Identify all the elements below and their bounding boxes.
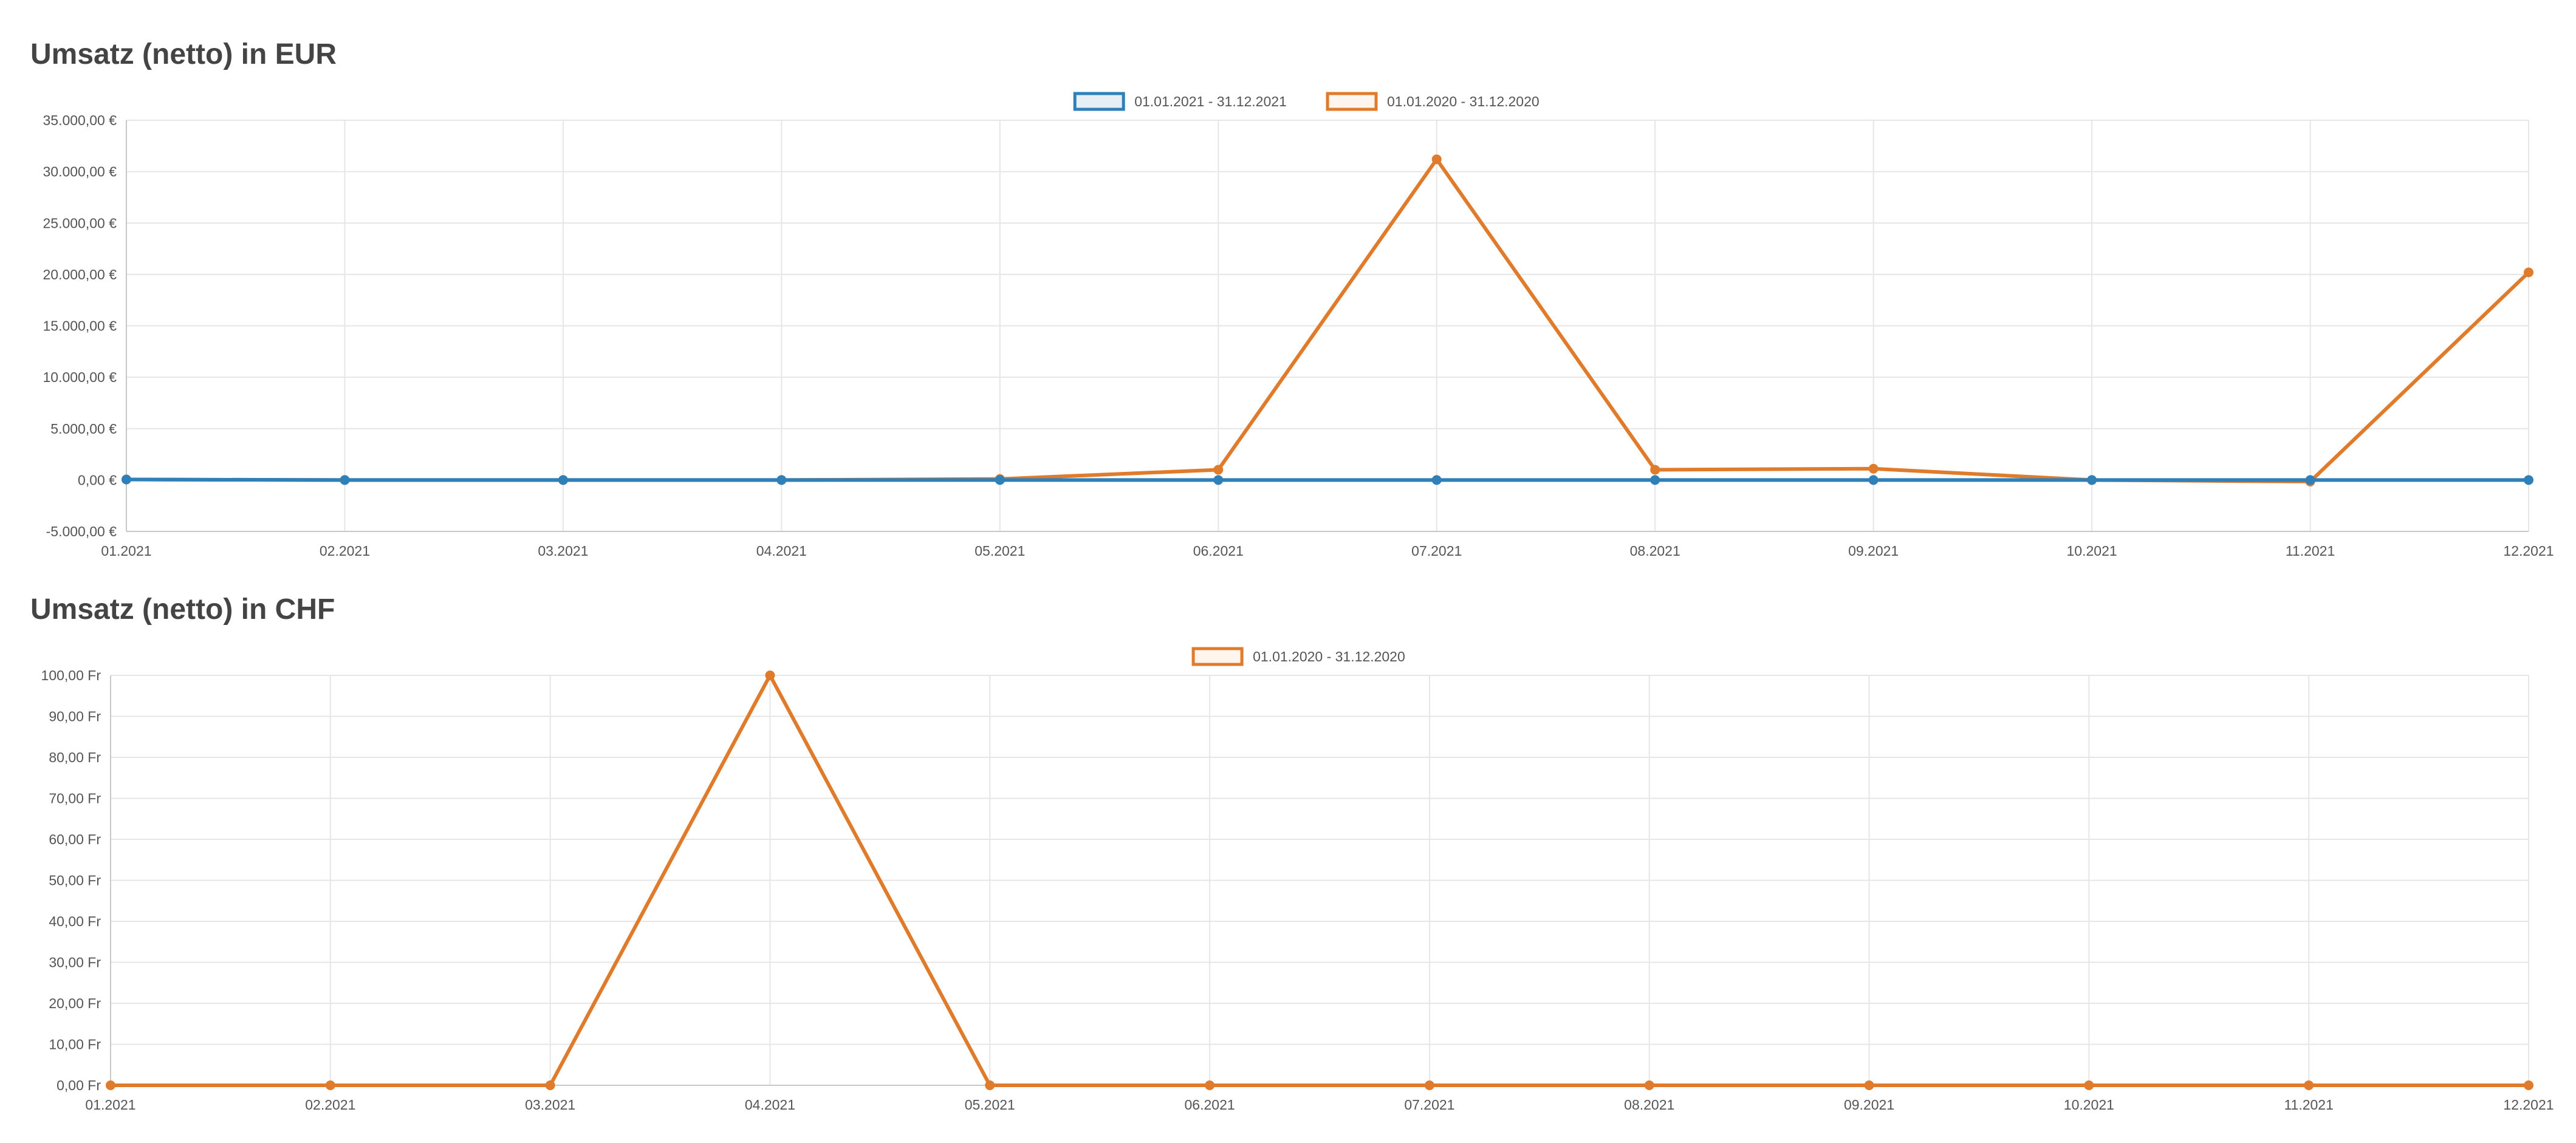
- x-tick-label: 02.2021: [320, 543, 370, 559]
- x-tick-label: 05.2021: [965, 1097, 1015, 1113]
- x-tick-label: 09.2021: [1844, 1097, 1894, 1113]
- y-tick-label: 25.000,00 €: [43, 215, 117, 231]
- y-tick-label: 5.000,00 €: [50, 421, 117, 437]
- y-tick-label: 80,00 Fr: [49, 749, 101, 765]
- data-point: [1431, 475, 1442, 485]
- legend-label: 01.01.2020 - 31.12.2020: [1253, 649, 1405, 664]
- data-point: [1650, 465, 1660, 475]
- x-tick-label: 09.2021: [1848, 543, 1899, 559]
- data-point: [995, 475, 1005, 485]
- y-tick-label: 50,00 Fr: [49, 873, 101, 889]
- legend-swatch: [1191, 647, 1244, 666]
- data-point: [1650, 475, 1660, 485]
- data-point: [1205, 1080, 1215, 1090]
- x-tick-label: 12.2021: [2503, 543, 2554, 559]
- data-point: [2524, 1080, 2533, 1090]
- data-point: [2524, 475, 2533, 485]
- data-point: [2304, 1080, 2314, 1090]
- x-tick-label: 07.2021: [1404, 1097, 1454, 1113]
- data-point: [1213, 465, 1224, 475]
- x-tick-label: 03.2021: [525, 1097, 575, 1113]
- data-point: [1424, 1080, 1434, 1090]
- legend-label: 01.01.2021 - 31.12.2021: [1134, 94, 1287, 109]
- data-point: [1868, 475, 1879, 485]
- legend-swatch: [1073, 92, 1125, 111]
- x-tick-label: 02.2021: [305, 1097, 355, 1113]
- data-point: [765, 670, 775, 680]
- data-point: [122, 474, 131, 485]
- data-point: [545, 1080, 555, 1090]
- x-tick-label: 01.2021: [101, 543, 151, 559]
- x-tick-label: 07.2021: [1411, 543, 1462, 559]
- y-tick-label: 90,00 Fr: [49, 709, 101, 725]
- x-tick-label: 06.2021: [1193, 543, 1244, 559]
- data-point: [340, 475, 350, 485]
- y-tick-label: 15.000,00 €: [43, 318, 117, 334]
- data-point: [1431, 154, 1442, 165]
- chart-title-eur: Umsatz (netto) in EUR: [30, 38, 337, 70]
- x-tick-label: 08.2021: [1630, 543, 1680, 559]
- data-point: [2084, 1080, 2094, 1090]
- y-tick-label: 0,00 €: [78, 472, 117, 488]
- data-point: [1864, 1080, 1874, 1090]
- y-tick-label: 10.000,00 €: [43, 369, 117, 385]
- data-point: [776, 475, 787, 485]
- line-chart-eur: 35.000,00 € 30.000,00 € 25.000,00 € 20.000,…: [43, 92, 2554, 559]
- series-line: [111, 674, 2529, 1087]
- x-tick-label: 12.2021: [2503, 1097, 2554, 1113]
- y-tick-label: 30,00 Fr: [49, 955, 101, 971]
- line-chart-chf: 100,00 Fr 90,00 Fr 80,00 Fr 70,00 Fr 60,00 F…: [41, 647, 2554, 1113]
- y-tick-label: 40,00 Fr: [49, 913, 101, 929]
- data-point: [1644, 1080, 1654, 1090]
- chart-title-chf: Umsatz (netto) in CHF: [30, 593, 335, 626]
- data-point: [106, 1080, 115, 1090]
- y-tick-label: 10,00 Fr: [49, 1037, 101, 1053]
- data-point: [2305, 475, 2315, 485]
- x-tick-label: 04.2021: [756, 543, 807, 559]
- y-tick-label: 70,00 Fr: [49, 791, 101, 807]
- x-tick-label: 06.2021: [1185, 1097, 1235, 1113]
- y-tick-label: 100,00 Fr: [41, 667, 101, 683]
- data-point: [985, 1080, 995, 1090]
- x-tick-label: 04.2021: [745, 1097, 795, 1113]
- x-tick-label: 08.2021: [1624, 1097, 1674, 1113]
- y-tick-label: 35.000,00 €: [43, 112, 117, 128]
- y-tick-label: 60,00 Fr: [49, 831, 101, 847]
- y-tick-label: 30.000,00 €: [43, 164, 117, 180]
- y-tick-label: 0,00 Fr: [57, 1077, 101, 1093]
- x-tick-label: 05.2021: [975, 543, 1025, 559]
- x-tick-label: 11.2021: [2284, 1097, 2333, 1113]
- x-tick-label: 01.2021: [85, 1097, 135, 1113]
- legend-swatch: [1326, 92, 1378, 111]
- x-tick-label: 10.2021: [2067, 543, 2117, 559]
- data-point: [2524, 267, 2533, 278]
- y-tick-label: -5.000,00 €: [46, 524, 117, 539]
- data-point: [325, 1080, 335, 1090]
- x-tick-label: 03.2021: [538, 543, 588, 559]
- y-tick-label: 20.000,00 €: [43, 267, 117, 282]
- series-line: [126, 157, 2530, 483]
- data-point: [2087, 475, 2097, 485]
- legend-label: 01.01.2020 - 31.12.2020: [1387, 94, 1540, 109]
- x-tick-label: 10.2021: [2064, 1097, 2114, 1113]
- x-tick-label: 11.2021: [2286, 543, 2335, 559]
- data-point: [1868, 463, 1879, 474]
- y-tick-label: 20,00 Fr: [49, 995, 101, 1011]
- data-point: [1213, 475, 1224, 485]
- data-point: [558, 475, 568, 485]
